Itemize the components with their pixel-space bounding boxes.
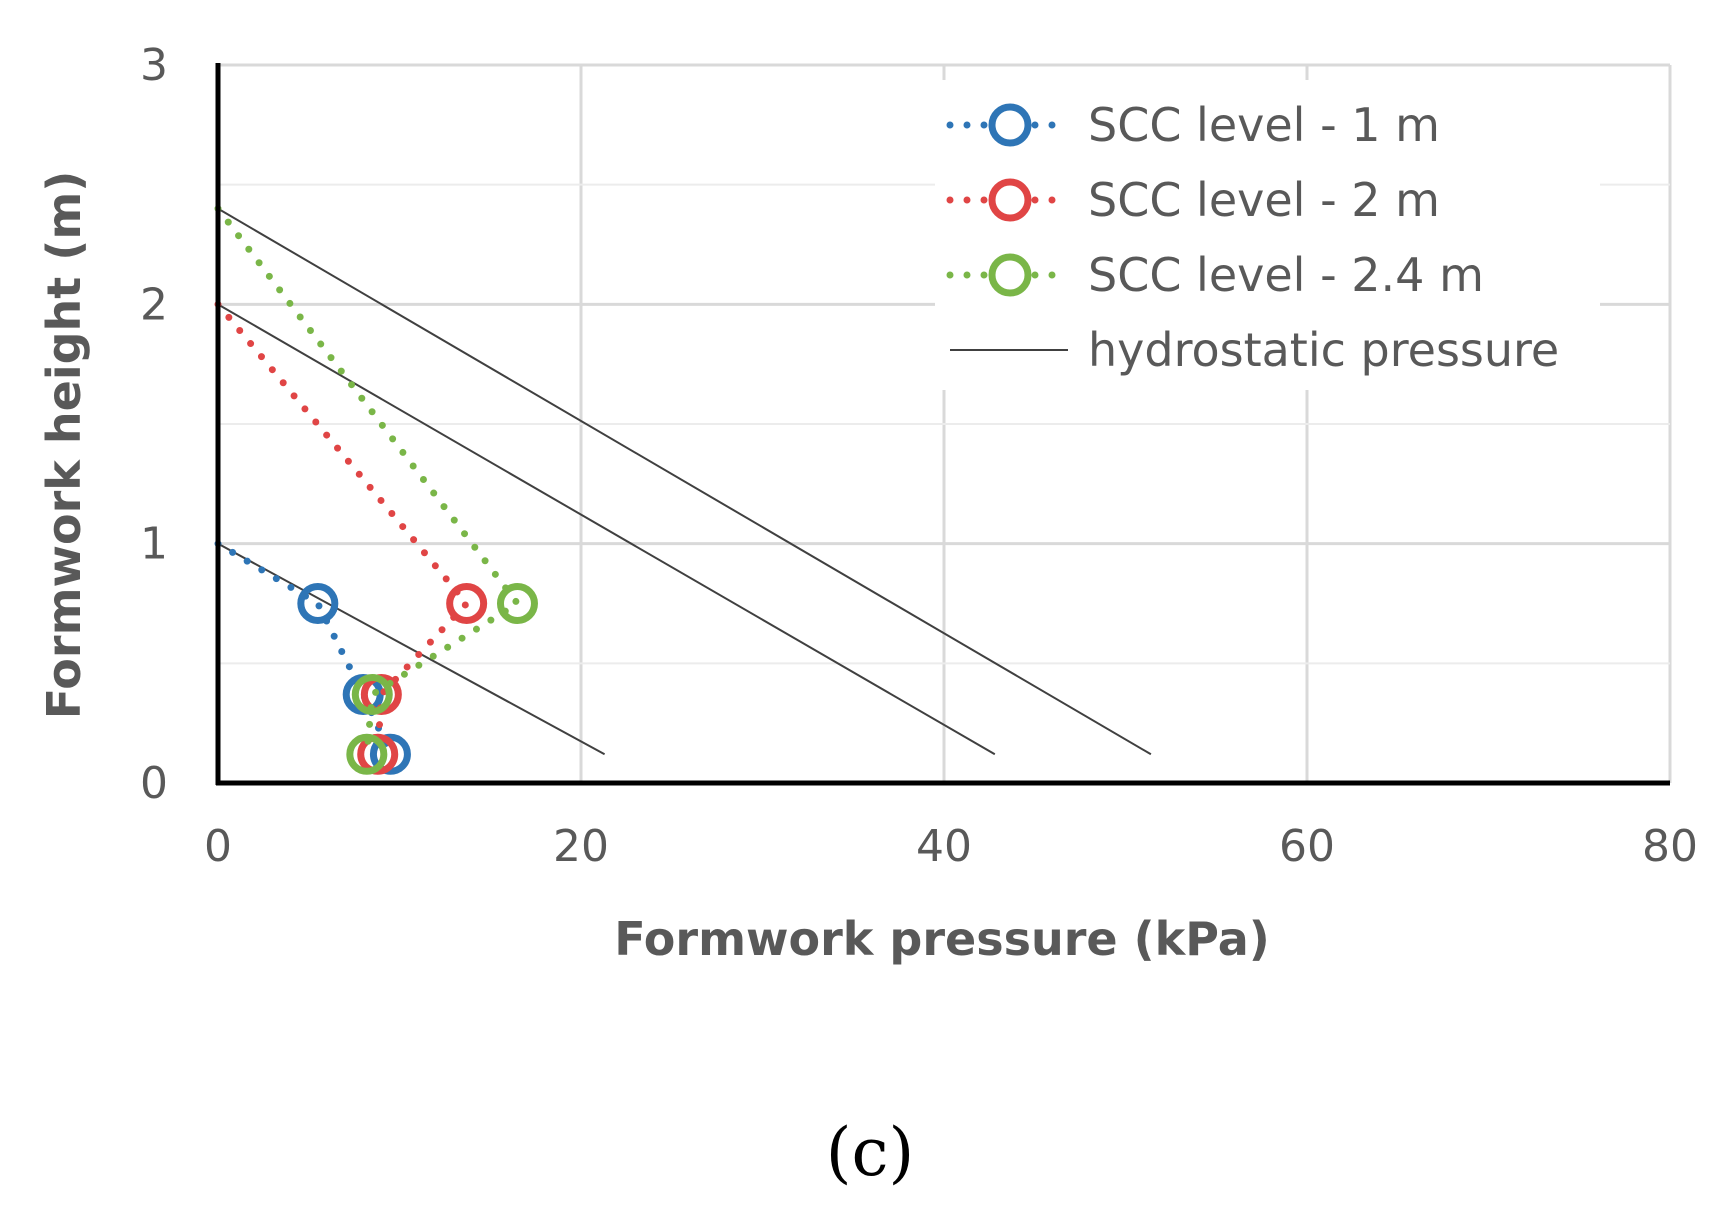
panel-label: (c) [826, 1114, 914, 1191]
x-tick-label: 80 [1642, 821, 1698, 872]
legend-label-2: SCC level - 2 m [1088, 173, 1440, 227]
y-tick-label: 2 [140, 279, 168, 330]
x-tick-label: 0 [204, 821, 232, 872]
legend: SCC level - 1 m SCC level - 2 m SCC level … [935, 80, 1600, 390]
series-line-3 [214, 205, 523, 758]
legend-marker-1 [988, 103, 1032, 147]
hydrostatic-line [217, 207, 1152, 756]
series-3-marker [496, 583, 538, 624]
tick-labels: 0 20 40 60 80 0 1 2 3 [140, 40, 1698, 872]
legend-label-3: SCC level - 2.4 m [1088, 248, 1484, 302]
hydrostatic-line [217, 303, 996, 756]
series-line-2 [214, 300, 472, 758]
x-tick-label: 60 [1279, 821, 1335, 872]
legend-label-1: SCC level - 1 m [1088, 98, 1440, 152]
legend-items: SCC level - 1 m SCC level - 2 m SCC level … [946, 98, 1559, 377]
y-axis-title: Formwork height (m) [37, 171, 91, 720]
series-2-marker [446, 583, 488, 624]
series-1-marker [297, 583, 339, 624]
y-tick-label: 3 [140, 40, 168, 91]
legend-marker-2 [988, 178, 1032, 222]
legend-label-4: hydrostatic pressure [1088, 323, 1559, 377]
y-tick-label: 0 [140, 758, 168, 809]
series-line-1 [214, 540, 394, 758]
series-1-marker [369, 733, 411, 775]
x-axis-title: Formwork pressure (kPa) [614, 912, 1270, 966]
hydrostatic-lines [217, 207, 1152, 756]
y-tick-label: 1 [140, 519, 168, 570]
series-3-marker [346, 733, 388, 775]
x-tick-label: 40 [916, 821, 972, 872]
axis-layer [215, 63, 1670, 786]
series-3-marker [351, 673, 393, 715]
hydrostatic-line [217, 542, 606, 756]
x-tick-label: 20 [553, 821, 609, 872]
series-layer [214, 205, 538, 775]
legend-marker-3 [988, 253, 1032, 297]
legend-background [935, 80, 1600, 390]
